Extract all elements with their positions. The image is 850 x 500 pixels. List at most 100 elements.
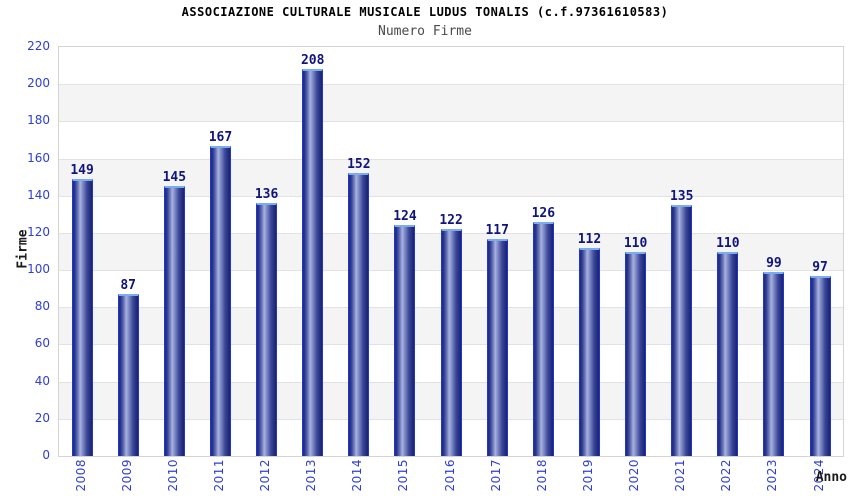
bar-2011: 167 xyxy=(209,130,232,456)
plot-area: 149 87 145 167 136 208 152 124 122 117 126 112 110 13… xyxy=(58,46,844,457)
bar-column: 122 xyxy=(428,47,474,456)
bar-2015: 124 xyxy=(393,209,417,456)
x-tick-cell: 2022 xyxy=(704,459,750,500)
background-band xyxy=(59,47,843,85)
x-tick-cell: 2015 xyxy=(381,459,427,500)
bar-value-label: 112 xyxy=(577,231,602,247)
bar-value-label: 136 xyxy=(254,187,279,203)
bar-value-label: 122 xyxy=(439,213,463,229)
bar-value-label: 110 xyxy=(716,235,740,251)
y-tick-label: 20 xyxy=(34,410,50,425)
y-tick-label: 120 xyxy=(27,224,50,239)
bar-value-label: 97 xyxy=(812,259,828,275)
bar-column: 112 xyxy=(566,47,612,456)
x-tick-cell: 2011 xyxy=(196,459,242,500)
x-tick-cell: 2014 xyxy=(335,459,381,500)
bar-2023: 99 xyxy=(763,256,785,456)
bar-column: 149 xyxy=(59,47,105,456)
bar-2021: 135 xyxy=(670,189,693,456)
x-tick-label: 2021 xyxy=(673,459,688,492)
x-tick-label: 2008 xyxy=(73,459,88,492)
bar-2014: 152 xyxy=(347,157,371,456)
x-tick-label: 2015 xyxy=(396,459,411,492)
background-band xyxy=(59,158,843,196)
gridline xyxy=(59,195,843,197)
bar-column: 145 xyxy=(151,47,197,456)
x-tick-cell: 2008 xyxy=(58,459,104,500)
bar-column: 167 xyxy=(197,47,243,456)
x-tick-label: 2011 xyxy=(211,459,226,492)
y-tick-label: 220 xyxy=(27,39,50,53)
x-tick-label: 2012 xyxy=(258,459,273,492)
x-tick-label: 2010 xyxy=(165,459,180,492)
y-tick-label: 160 xyxy=(27,150,50,165)
x-axis-title: Anno xyxy=(815,470,847,485)
gridline xyxy=(59,158,843,160)
bar-2009: 87 xyxy=(117,278,139,456)
bar-2020: 110 xyxy=(624,236,647,456)
bar-column: 97 xyxy=(797,47,843,456)
x-tick-label: 2018 xyxy=(534,459,549,492)
bar-column: 117 xyxy=(474,47,520,456)
bar-2019: 112 xyxy=(578,232,601,456)
y-tick-label: 140 xyxy=(27,187,50,202)
y-tick-label: 80 xyxy=(34,299,50,314)
y-tick-label: 40 xyxy=(34,373,50,388)
y-tick-label: 200 xyxy=(27,76,50,91)
x-tick-cell: 2017 xyxy=(473,459,519,500)
chart-title: ASSOCIAZIONE CULTURALE MUSICALE LUDUS TO… xyxy=(181,5,669,19)
x-tick-label: 2016 xyxy=(442,459,457,492)
x-tick-cell: 2023 xyxy=(750,459,796,500)
bar-value-label: 87 xyxy=(120,278,137,294)
x-tick-cell: 2013 xyxy=(289,459,335,500)
bar-2018: 126 xyxy=(532,206,555,456)
x-tick-label: 2013 xyxy=(304,459,319,492)
x-axis-tick-labels: 2008 2009 2010 2011 2012 2013 2014 2015 2016 2017… xyxy=(58,459,842,500)
background-band xyxy=(59,195,843,233)
bar-value-label: 152 xyxy=(347,157,371,173)
x-tick-cell: 2012 xyxy=(243,459,289,500)
x-tick-cell: 2009 xyxy=(104,459,150,500)
x-tick-label: 2022 xyxy=(719,459,734,492)
x-tick-cell: 2019 xyxy=(565,459,611,500)
bar-column: 126 xyxy=(520,47,566,456)
y-tick-label: 180 xyxy=(27,113,50,128)
bar-column: 152 xyxy=(336,47,382,456)
bar-series: 149 87 145 167 136 208 152 124 122 117 126 112 110 13… xyxy=(59,47,843,456)
bar-2016: 122 xyxy=(439,213,463,456)
bar-value-label: 149 xyxy=(70,163,94,178)
bar-column: 110 xyxy=(613,47,659,456)
x-tick-label: 2009 xyxy=(119,459,134,492)
background-band xyxy=(59,121,843,159)
bar-value-label: 110 xyxy=(623,235,648,251)
x-tick-cell: 2021 xyxy=(658,459,704,500)
bar-value-label: 145 xyxy=(162,170,187,186)
x-tick-cell: 2010 xyxy=(150,459,196,500)
x-tick-label: 2020 xyxy=(627,459,642,492)
bar-value-label: 126 xyxy=(531,205,556,221)
bar-column: 135 xyxy=(659,47,705,456)
bar-2008: 149 xyxy=(70,163,94,456)
bar-column: 110 xyxy=(705,47,751,456)
x-tick-cell: 2016 xyxy=(427,459,473,500)
x-tick-cell: 2020 xyxy=(612,459,658,500)
bar-2022: 110 xyxy=(716,236,740,456)
bar-value-label: 167 xyxy=(208,129,233,145)
chart-subtitle: Numero Firme xyxy=(378,24,472,39)
x-tick-label: 2023 xyxy=(765,459,780,492)
bar-value-label: 99 xyxy=(766,255,782,271)
background-band xyxy=(59,84,843,122)
bar-2010: 145 xyxy=(163,170,186,456)
bar-column: 136 xyxy=(244,47,290,456)
bar-column: 99 xyxy=(751,47,797,456)
bar-column: 208 xyxy=(290,47,336,456)
x-tick-label: 2019 xyxy=(580,459,595,492)
bar-value-label: 117 xyxy=(485,222,509,238)
bar-value-label: 124 xyxy=(393,209,417,225)
gridline xyxy=(59,84,843,86)
bar-2012: 136 xyxy=(255,187,278,456)
x-tick-label: 2014 xyxy=(350,459,365,492)
bar-value-label: 208 xyxy=(300,53,325,69)
bar-2017: 117 xyxy=(485,223,509,456)
